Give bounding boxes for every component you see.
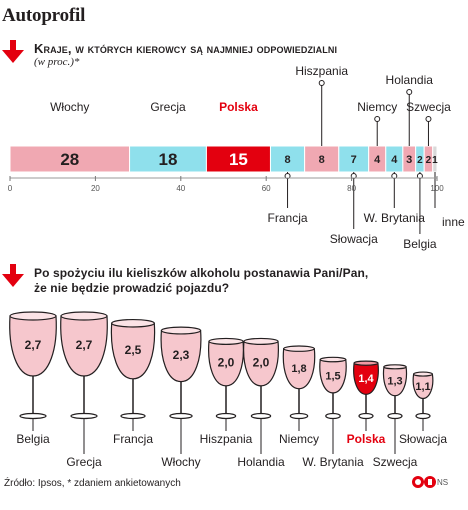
- bar-value-belgia: 2: [417, 155, 423, 166]
- bar-label-niemcy: Niemcy: [357, 100, 397, 114]
- glass-foot-francja: [120, 412, 146, 420]
- down-arrow-icon: [2, 40, 24, 63]
- bar-segment-włochy: [9, 145, 131, 173]
- glass-label-włochy: Włochy: [161, 455, 200, 469]
- glass-label-belgia: Belgia: [16, 432, 50, 446]
- glass-value-hiszpania: 2,0: [218, 356, 235, 370]
- glass-bowl-belgia: [9, 315, 57, 377]
- glass-rim-słowacja: [413, 371, 433, 377]
- glass-rim-francja: [111, 318, 155, 328]
- glass-rim-holandia: [243, 337, 279, 345]
- stacked-bar-chart: 28 Włochy 18 Grecja 15 Polska 8 Francja 8 Hiszpan…: [8, 64, 465, 251]
- bar-segment-hiszpania: [304, 145, 340, 173]
- source-note: Źródło: Ipsos, * zdaniem ankietowanych: [4, 478, 181, 489]
- glass-foot-w-brytania: [325, 412, 341, 420]
- bar-value-grecja: 18: [159, 150, 178, 169]
- glass-label-francja: Francja: [113, 432, 153, 446]
- bar-label-grecja: Grecja: [150, 100, 186, 114]
- bar-value-inne: 1: [432, 155, 438, 166]
- bar-value-hiszpania: 8: [319, 154, 325, 166]
- bar-label-w-brytania: W. Brytania: [364, 211, 426, 225]
- bar-label-holandia: Holandia: [386, 73, 434, 87]
- bar-value-włochy: 28: [60, 150, 79, 169]
- glass-value-francja: 2,5: [125, 343, 142, 357]
- leader-dot-szwecja: [425, 116, 432, 122]
- glass-label-grecja: Grecja: [66, 455, 102, 469]
- glass-label-niemcy: Niemcy: [279, 432, 319, 446]
- glass-value-włochy: 2,3: [173, 348, 190, 362]
- glass-bowl-polska: [353, 362, 379, 395]
- leader-dot-holandia: [406, 89, 413, 95]
- glass-foot-słowacja: [415, 412, 431, 420]
- page-title: Autoprofil: [2, 5, 86, 26]
- glass-value-niemcy: 1,8: [291, 363, 306, 375]
- bar-label-inne: inne: [442, 215, 465, 229]
- section2-heading-line2: że nie będzie prowadzić pojazdu?: [34, 281, 230, 295]
- x-tick-label-80: 80: [347, 184, 356, 193]
- glass-label-polska: Polska: [347, 432, 386, 446]
- wine-glass-chart: 2,7 Belgia 2,7 Grecja 2,5 Francja 2,3 Włochy 2,0…: [9, 311, 447, 469]
- x-tick-label-100: 100: [430, 184, 444, 193]
- credit: NS: [437, 478, 449, 487]
- glass-value-belgia: 2,7: [25, 338, 42, 352]
- bar-value-szwecja: 2: [426, 155, 432, 166]
- glass-rim-grecja: [60, 311, 108, 321]
- leader-dot-hiszpania: [318, 80, 325, 86]
- glass-bowl-grecja: [60, 315, 108, 377]
- glass-foot-niemcy: [289, 412, 309, 420]
- bar-value-polska: 15: [229, 150, 248, 169]
- bar-value-niemcy: 4: [374, 154, 381, 166]
- bar-label-słowacja: Słowacja: [330, 232, 378, 246]
- glass-value-grecja: 2,7: [76, 338, 93, 352]
- glass-label-w-brytania: W. Brytania: [302, 455, 364, 469]
- bar-label-szwecja: Szwecja: [406, 100, 451, 114]
- publisher-logo-icon: [412, 476, 436, 488]
- bar-value-holandia: 3: [406, 154, 412, 166]
- glass-rim-belgia: [9, 311, 57, 321]
- glass-foot-belgia: [19, 412, 47, 420]
- x-tick-label-40: 40: [176, 184, 185, 193]
- glass-rim-hiszpania: [208, 337, 244, 345]
- glass-label-holandia: Holandia: [237, 455, 285, 469]
- bar-value-francja: 8: [284, 154, 290, 166]
- down-arrow-icon-2: [2, 264, 24, 287]
- section1-heading: Kraje, w których kierowcy są najmniej od…: [34, 41, 338, 56]
- glass-foot-hiszpania: [215, 412, 237, 420]
- glass-rim-szwecja: [383, 364, 407, 370]
- x-tick-label-0: 0: [8, 184, 13, 193]
- x-tick-label-60: 60: [262, 184, 271, 193]
- section1-subheading: (w proc.)*: [34, 56, 80, 68]
- glass-foot-grecja: [70, 412, 98, 420]
- glass-label-hiszpania: Hiszpania: [200, 432, 253, 446]
- glass-value-słowacja: 1,1: [415, 381, 430, 393]
- bar-label-włochy: Włochy: [50, 100, 89, 114]
- glass-label-szwecja: Szwecja: [373, 455, 418, 469]
- glass-label-słowacja: Słowacja: [399, 432, 447, 446]
- glass-rim-włochy: [160, 326, 202, 335]
- glass-value-holandia: 2,0: [253, 356, 270, 370]
- glass-foot-polska: [358, 412, 374, 420]
- bar-value-słowacja: 7: [351, 154, 357, 166]
- bar-value-w-brytania: 4: [391, 154, 398, 166]
- glass-foot-szwecja: [387, 412, 403, 420]
- bar-label-belgia: Belgia: [403, 237, 437, 251]
- glass-value-szwecja: 1,3: [387, 376, 402, 388]
- bar-label-francja: Francja: [268, 211, 308, 225]
- bar-segment-polska: [205, 145, 271, 173]
- glass-foot-włochy: [169, 412, 193, 420]
- bar-label-polska: Polska: [219, 100, 258, 114]
- bar-label-hiszpania: Hiszpania: [295, 64, 348, 78]
- glass-rim-niemcy: [283, 345, 315, 352]
- glass-foot-holandia: [250, 412, 272, 420]
- glass-value-polska: 1,4: [358, 373, 374, 385]
- glass-rim-polska: [353, 360, 379, 366]
- x-tick-label-20: 20: [91, 184, 100, 193]
- glass-value-w-brytania: 1,5: [325, 371, 340, 383]
- leader-dot-niemcy: [374, 116, 381, 122]
- glass-rim-w-brytania: [319, 356, 347, 363]
- section2-heading-line1: Po spożyciu ilu kieliszków alkoholu post…: [34, 266, 369, 280]
